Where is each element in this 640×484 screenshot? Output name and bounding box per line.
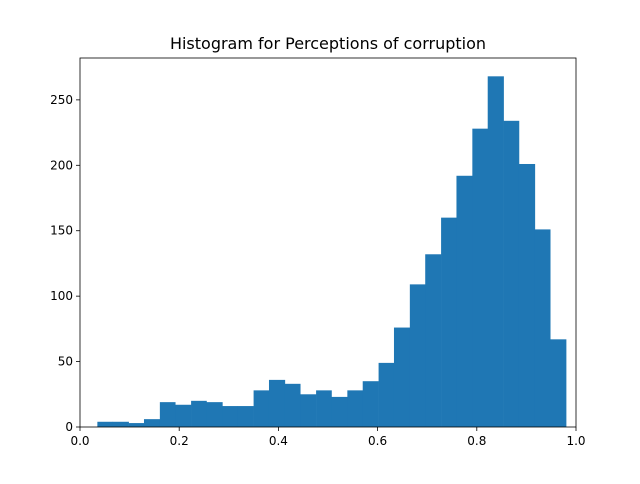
x-tick-label: 0.6 (368, 434, 387, 448)
bars-group (97, 76, 567, 428)
histogram-bar (550, 339, 567, 427)
histogram-bar (472, 128, 489, 427)
x-tick-label: 0.8 (467, 434, 486, 448)
histogram-bar (378, 362, 395, 427)
histogram-bar (487, 76, 504, 427)
x-tick-label: 1.0 (566, 434, 585, 448)
histogram-bar (316, 390, 332, 427)
histogram-bar (456, 175, 473, 427)
histogram-bar (518, 163, 536, 428)
x-tick-label: 0.4 (269, 434, 288, 448)
histogram-bar (112, 421, 129, 427)
histogram-bar (253, 390, 270, 427)
histogram-bar (503, 120, 520, 427)
histogram-bar (175, 404, 192, 427)
x-tick-label: 0.0 (70, 434, 89, 448)
y-tick-label: 250 (50, 93, 73, 107)
histogram-bar (97, 421, 114, 427)
histogram-bar (143, 419, 161, 427)
histogram-bar (128, 423, 145, 427)
histogram-bar (159, 402, 176, 427)
y-tick-label: 50 (58, 355, 73, 369)
chart-title: Histogram for Perceptions of corruption (170, 34, 486, 53)
y-tick-label: 0 (65, 420, 73, 434)
histogram-bar (268, 379, 286, 427)
histogram-bar (331, 396, 348, 427)
histogram-bar (441, 217, 457, 427)
histogram-bar (191, 400, 207, 427)
histogram-bar (300, 394, 317, 427)
histogram-bar (284, 383, 301, 427)
histogram-bar (362, 381, 379, 427)
histogram-bar (393, 327, 411, 427)
axes-group: 0.0 0.2 0.4 0.6 0.8 1.0 0 50 100 150 200 250 (50, 57, 586, 448)
axes-frame (79, 57, 577, 428)
y-tick-label: 200 (50, 158, 73, 172)
histogram-bar (409, 284, 426, 427)
histogram-bar (534, 229, 551, 427)
histogram-bar (222, 406, 239, 427)
histogram-bar (206, 402, 223, 427)
histogram-bar (237, 406, 254, 427)
y-tick-label: 150 (50, 224, 73, 238)
histogram-bar (347, 390, 364, 427)
x-tick-label: 0.2 (170, 434, 189, 448)
histogram-bar (425, 254, 442, 427)
y-tick-label: 100 (50, 289, 73, 303)
